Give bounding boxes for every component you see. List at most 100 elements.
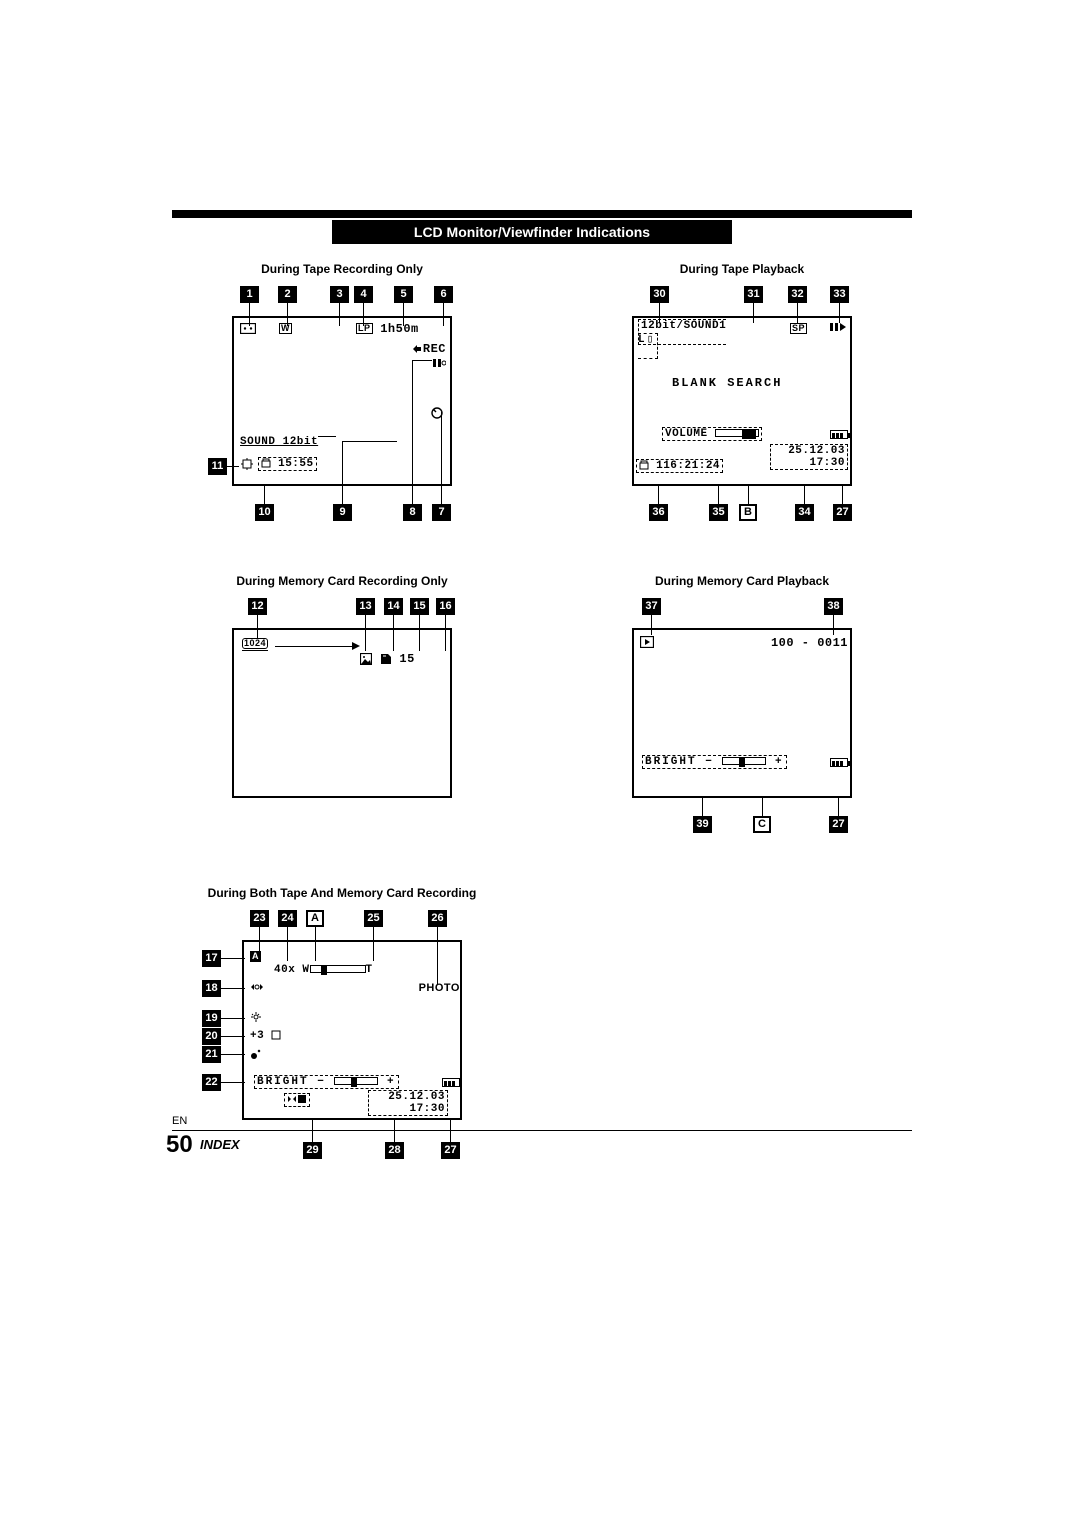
rec-indicator: REC <box>411 342 446 356</box>
callout-13: 13 <box>356 598 375 615</box>
leader <box>762 798 763 816</box>
leader <box>275 646 355 647</box>
section-title: LCD Monitor/Viewfinder Indications <box>332 220 732 244</box>
fig-card-playback: During Memory Card Playback 37 38 100 - … <box>572 574 912 848</box>
fig-tape-playback: During Tape Playback 30 31 32 33 12bit/S… <box>572 262 912 536</box>
page-footer: EN 50 INDEX <box>172 1120 912 1170</box>
battery-icon <box>442 1076 460 1090</box>
callout-4: 4 <box>354 286 373 303</box>
zoom-bar: 40x WT <box>274 964 373 976</box>
callout-14: 14 <box>384 598 403 615</box>
backlight-icon <box>250 1048 262 1064</box>
callout-12: 12 <box>248 598 267 615</box>
lang-code: EN <box>172 1115 187 1127</box>
brightness-bar: BRIGHT − + <box>642 756 787 768</box>
callout-24: 24 <box>278 910 297 927</box>
stabilizer-icon <box>240 458 254 474</box>
callout-16: 16 <box>436 598 455 615</box>
callout-35: 35 <box>709 504 728 521</box>
leader <box>842 486 843 504</box>
sp-indicator: SP <box>790 322 807 336</box>
focus-icon <box>250 982 264 996</box>
time-remaining: 1h50m <box>380 322 419 336</box>
callout-36: 36 <box>649 504 668 521</box>
callout-34: 34 <box>795 504 814 521</box>
callout-11: 11 <box>208 458 227 475</box>
lp-indicator: LP 1h50m <box>356 322 380 336</box>
blank-search: BLANK SEARCH <box>672 376 782 390</box>
callout-31: 31 <box>744 286 763 303</box>
leader <box>342 486 343 504</box>
callout-20: 20 <box>202 1028 221 1045</box>
callout-39: 39 <box>693 816 712 833</box>
leader <box>441 486 442 504</box>
callout-22: 22 <box>202 1074 221 1091</box>
callout-15: 15 <box>410 598 429 615</box>
arrow-icon <box>352 642 360 650</box>
card-icons: 15 <box>360 652 415 666</box>
photo-indicator: PHOTO <box>419 982 460 994</box>
callout-37: 37 <box>642 598 661 615</box>
page-top-rule <box>172 210 912 218</box>
page-content: LCD Monitor/Viewfinder Indications Durin… <box>172 220 912 1190</box>
leader <box>718 486 719 504</box>
callout-1: 1 <box>240 286 259 303</box>
caption-tape-rec: During Tape Recording Only <box>172 262 512 276</box>
callout-7: 7 <box>432 504 451 521</box>
leader <box>748 486 749 504</box>
leader <box>412 360 432 361</box>
callout-2: 2 <box>278 286 297 303</box>
leader <box>264 486 265 504</box>
tape-icon <box>240 322 256 336</box>
callout-18: 18 <box>202 980 221 997</box>
callout-30: 30 <box>650 286 669 303</box>
leader <box>702 798 703 816</box>
fig-tape-recording: During Tape Recording Only 1 2 3 4 5 6 <box>172 262 512 536</box>
auto-icon: A <box>250 950 261 964</box>
callout-27-c: 27 <box>829 816 848 833</box>
callout-B: B <box>739 504 757 521</box>
play-icon <box>640 636 654 652</box>
date-time: 25.12.0317:30 <box>770 444 848 470</box>
leader <box>342 441 343 486</box>
callout-21: 21 <box>202 1046 221 1063</box>
wide-icon: W <box>279 322 292 336</box>
pause-icon <box>432 358 446 372</box>
caption-card-play: During Memory Card Playback <box>572 574 912 588</box>
timecode: 15:55 <box>258 458 317 470</box>
exposure: +3 <box>250 1030 281 1042</box>
callout-23: 23 <box>250 910 269 927</box>
callout-38: 38 <box>824 598 843 615</box>
index-label: INDEX <box>200 1137 240 1152</box>
date-time-both: 25.12.0317:30 <box>368 1090 448 1116</box>
caption-card-rec: During Memory Card Recording Only <box>172 574 512 588</box>
leader <box>342 441 397 442</box>
leader <box>804 486 805 504</box>
leader <box>412 360 413 486</box>
callout-19: 19 <box>202 1010 221 1027</box>
callout-32: 32 <box>788 286 807 303</box>
callout-26: 26 <box>428 910 447 927</box>
play-pause-icon <box>830 322 846 336</box>
nav-date <box>284 1094 310 1106</box>
light-icon <box>250 1012 262 1028</box>
leader <box>441 412 442 486</box>
fig-card-recording: During Memory Card Recording Only 12 13 … <box>172 574 512 848</box>
callout-8: 8 <box>403 504 422 521</box>
caption-both-rec: During Both Tape And Memory Card Recordi… <box>172 886 512 900</box>
sound-mode: SOUND 12bit <box>240 436 318 448</box>
callout-33: 33 <box>830 286 849 303</box>
leader <box>658 486 659 504</box>
callout-6: 6 <box>434 286 453 303</box>
leader <box>227 466 239 467</box>
callout-3: 3 <box>330 286 349 303</box>
callout-C: C <box>753 816 771 833</box>
page-number: 50 <box>166 1131 193 1159</box>
folder-file: 100 - 0011 <box>771 636 848 650</box>
audio-mode: 12bit/SOUND1 L▯ <box>638 320 726 346</box>
callout-25: 25 <box>364 910 383 927</box>
volume-bar: VOLUME <box>662 428 762 440</box>
leader <box>412 486 413 504</box>
callout-9: 9 <box>333 504 352 521</box>
brightness-bar: BRIGHT − + <box>254 1076 399 1088</box>
